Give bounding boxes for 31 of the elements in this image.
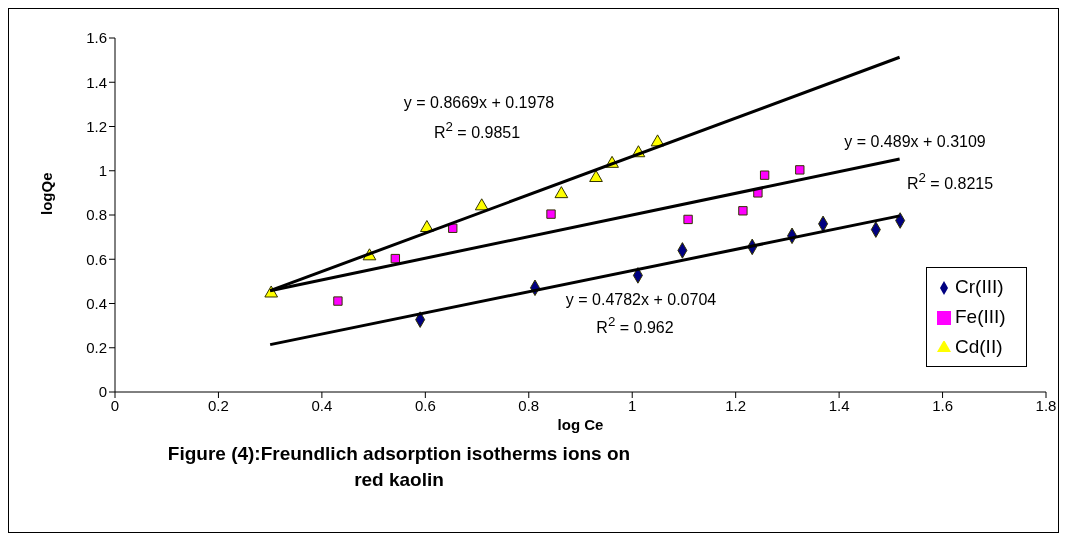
y-tick-label: 1.2 [86, 117, 107, 135]
x-tick-label: 0.6 [414, 396, 436, 414]
legend-label: Fe(III) [955, 306, 1006, 327]
annotation: y = 0.4782x + 0.0704 [565, 291, 717, 309]
y-tick-label: 0.6 [86, 250, 107, 268]
x-tick-label: 1.2 [725, 396, 747, 414]
y-tick-label: 0.4 [86, 294, 107, 312]
annotation: R$^{2}$ = 0.9851 [433, 118, 521, 142]
text: Figure (4):Freundlich adsorption isotherms ions on red kaolin [166, 442, 632, 492]
x-tick-label: 1 [628, 396, 637, 414]
y-axis-title: logQe [38, 172, 56, 215]
y-tick-label: 0.8 [86, 206, 107, 224]
x-tick-label: 0 [110, 396, 120, 414]
y-tick-label: 1.6 [86, 29, 107, 47]
annotation: R$^{2}$ = 0.8215 [906, 169, 994, 193]
y-tick-label: 0.2 [86, 339, 107, 357]
x-tick-label: 1.6 [932, 396, 953, 414]
x-tick-label: 1.4 [828, 396, 850, 414]
annotation: R$^{2}$ = 0.962 [596, 313, 674, 337]
annotation: y = 0.489x + 0.3109 [844, 133, 986, 151]
y-tick-label: 1 [98, 162, 107, 180]
legend-label: Cd(II) [955, 336, 1003, 357]
annotation: y = 0.8669x + 0.1978 [403, 94, 555, 112]
x-tick-label: 1.8 [1035, 396, 1057, 414]
y-tick-label: 1.4 [86, 73, 107, 91]
legend-label: Cr(III) [955, 276, 1004, 297]
x-tick-label: 0.2 [208, 396, 229, 414]
y-tick-label: 0 [98, 383, 107, 401]
x-tick-label: 0.4 [311, 396, 333, 414]
x-axis-title: log Ce [557, 416, 604, 433]
x-tick-label: 0.8 [518, 396, 540, 414]
